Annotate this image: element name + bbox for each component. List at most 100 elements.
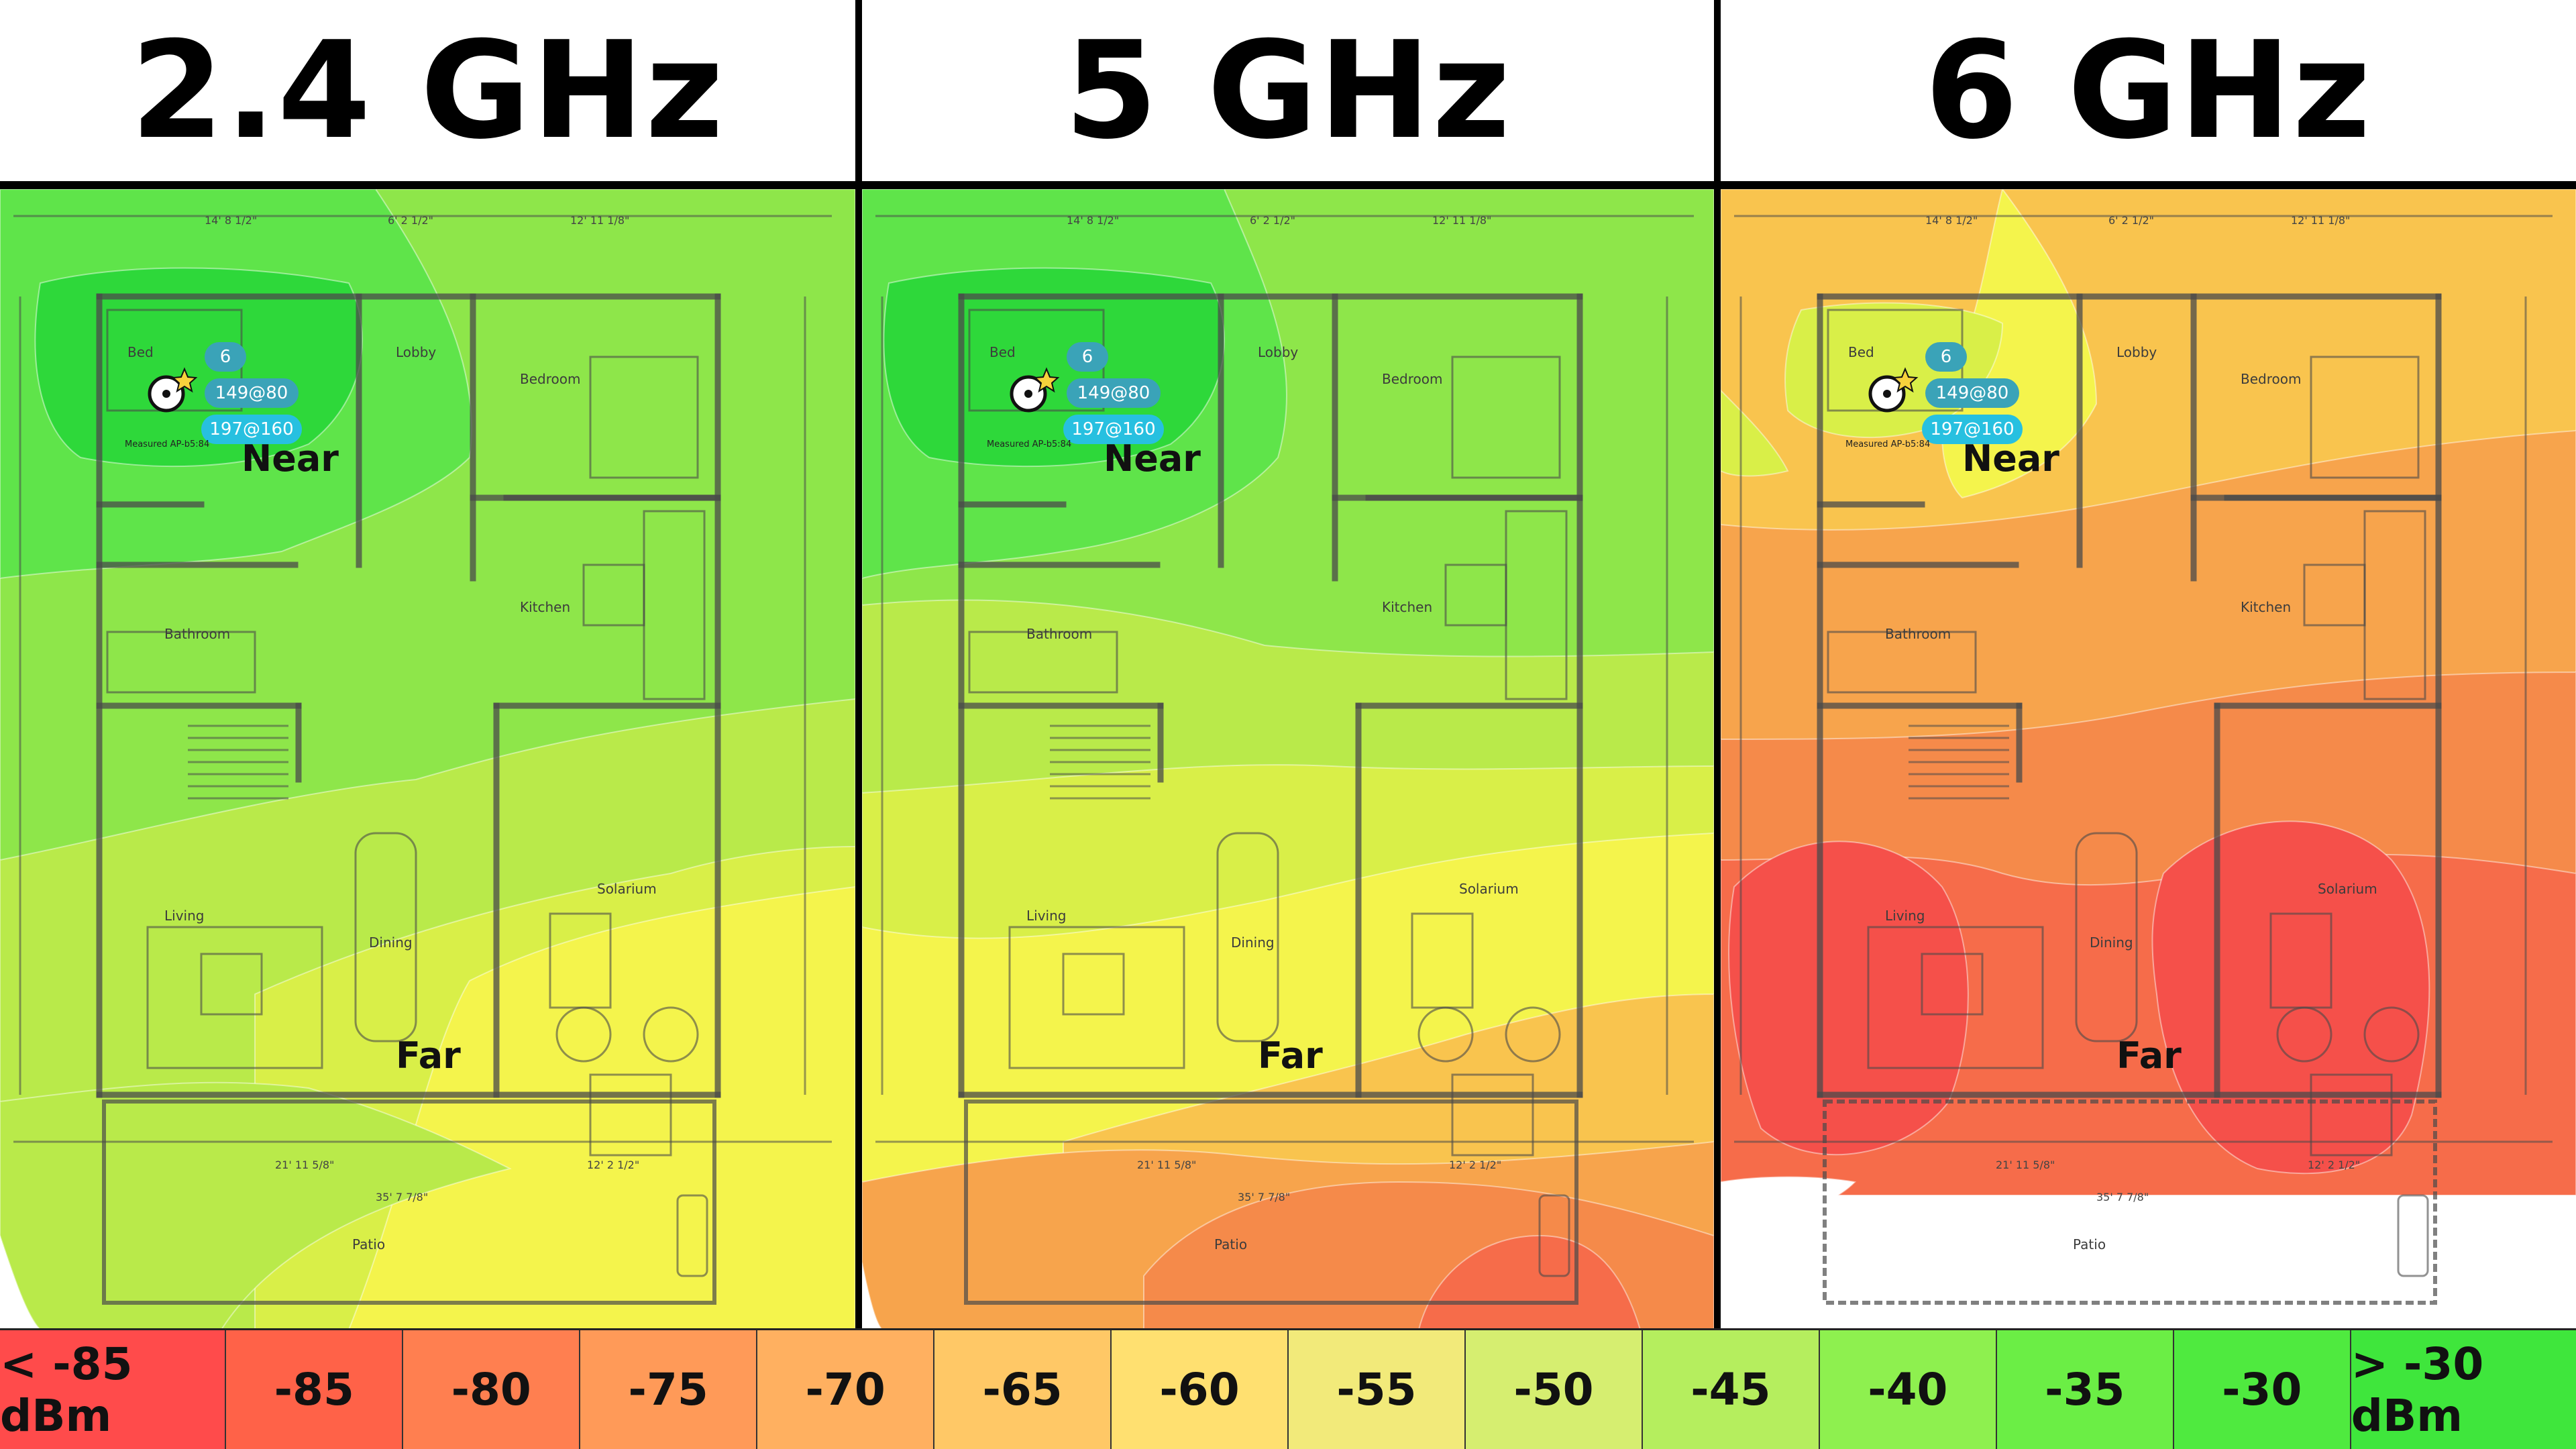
sofa bbox=[1008, 926, 1185, 1069]
ap-caption: Measured AP-b5:84 bbox=[987, 439, 1071, 449]
heatmap-svg: Bed Lobby Bedroom Bathroom Kitchen Living Dini… bbox=[862, 189, 1714, 1328]
dimension-label: 12' 11 1/8" bbox=[1432, 214, 1491, 227]
ap-badge-text: 6 bbox=[1082, 347, 1093, 367]
dimension-label: 12' 2 1/2" bbox=[1449, 1159, 1501, 1171]
near-label: Near bbox=[1962, 437, 2059, 480]
floor-plan: Bed Lobby Bedroom Bathroom Kitchen Living Dini… bbox=[1734, 214, 2553, 1305]
coffee-table bbox=[200, 953, 263, 1016]
column-divider bbox=[855, 0, 862, 1328]
ap-badge bbox=[1925, 378, 2019, 408]
heatmap-svg: Bed Lobby Bedroom Bathroom Kitchen Living Dini… bbox=[0, 189, 855, 1328]
bed-furniture bbox=[2310, 356, 2420, 479]
room-label: Lobby bbox=[1258, 344, 1298, 360]
panel-title: 6 GHz bbox=[1925, 12, 2372, 169]
dimension-label: 12' 11 1/8" bbox=[2291, 214, 2350, 227]
signal-legend: < -85 dBm -85 -80 -75 -70 -65 -60 -55 -50 -45 -40-… bbox=[0, 1328, 2576, 1449]
far-label: Far bbox=[1258, 1034, 1323, 1077]
heat-zones bbox=[1721, 189, 2576, 1328]
ap-badge-text: 197@160 bbox=[209, 419, 293, 439]
ap-badge-text: 149@80 bbox=[1077, 383, 1150, 403]
room-label: Kitchen bbox=[1382, 599, 1432, 615]
room-label: Bedroom bbox=[1382, 371, 1442, 387]
room-label: Lobby bbox=[396, 344, 436, 360]
legend-cell: -50 bbox=[1465, 1330, 1643, 1449]
dimension-label: 6' 2 1/2" bbox=[2108, 214, 2154, 227]
ap-badge bbox=[201, 415, 302, 444]
patio-deck bbox=[964, 1099, 1578, 1305]
room-label: Bed bbox=[127, 344, 154, 360]
bench bbox=[1538, 1194, 1570, 1277]
room-label: Living bbox=[1026, 908, 1066, 924]
ap-badge bbox=[205, 378, 299, 408]
chair bbox=[2276, 1006, 2332, 1063]
dimension-label: 35' 7 7/8" bbox=[1238, 1191, 1290, 1203]
legend-cell: -65 bbox=[934, 1330, 1112, 1449]
ap-badge-text: 149@80 bbox=[215, 383, 288, 403]
header-6ghz: 6 GHz bbox=[1721, 0, 2576, 181]
bathtub bbox=[1827, 631, 1977, 694]
bench bbox=[676, 1194, 708, 1277]
room-label: Solarium bbox=[1459, 881, 1519, 897]
floor-plan: Bed Lobby Bedroom Bathroom Kitchen Living Dini… bbox=[875, 214, 1694, 1305]
room-label: Bathroom bbox=[164, 626, 230, 642]
ap-badge bbox=[1922, 415, 2023, 444]
room-label: Dining bbox=[369, 934, 413, 951]
legend-cell: > -30 dBm bbox=[2351, 1330, 2576, 1449]
heat-zone bbox=[348, 885, 855, 1328]
dimension-label: 14' 8 1/2" bbox=[205, 214, 257, 227]
legend-cell: -75 bbox=[580, 1330, 758, 1449]
dimension-label: 21' 11 5/8" bbox=[1137, 1159, 1196, 1171]
legend-cell: -35 bbox=[1996, 1330, 2174, 1449]
heat-zone bbox=[1721, 389, 1789, 477]
dimension-label: 21' 11 5/8" bbox=[1996, 1159, 2055, 1171]
room-label: Dining bbox=[1231, 934, 1275, 951]
room-label: Patio bbox=[352, 1236, 385, 1252]
chair bbox=[555, 1006, 612, 1063]
kitchen-island bbox=[582, 564, 645, 627]
heat-zones bbox=[0, 189, 855, 1328]
dimension-label: 12' 2 1/2" bbox=[587, 1159, 639, 1171]
dimension-label: 12' 11 1/8" bbox=[570, 214, 629, 227]
kitchen-island bbox=[1444, 564, 1507, 627]
legend-cell: -80 bbox=[403, 1330, 581, 1449]
sofa bbox=[146, 926, 323, 1069]
room-label: Kitchen bbox=[2241, 599, 2291, 615]
chair bbox=[2363, 1006, 2420, 1063]
room-label: Patio bbox=[2073, 1236, 2106, 1252]
legend-cell: -30 bbox=[2174, 1330, 2351, 1449]
access-point-icon-dot bbox=[1883, 390, 1891, 398]
ap-badge-text: 6 bbox=[220, 347, 231, 367]
bed-furniture bbox=[589, 356, 699, 479]
heat-zone bbox=[1721, 1195, 2576, 1328]
legend-cell: -45 bbox=[1642, 1330, 1820, 1449]
patio-deck bbox=[1823, 1099, 2437, 1305]
ap-badge-text: 149@80 bbox=[1936, 383, 2009, 403]
bathtub bbox=[106, 631, 256, 694]
legend-cell: -60 bbox=[1112, 1330, 1289, 1449]
room-label: Bathroom bbox=[1026, 626, 1092, 642]
dimension-label: 21' 11 5/8" bbox=[275, 1159, 334, 1171]
ap-badge bbox=[1925, 342, 1967, 372]
coffee-table bbox=[1921, 953, 1984, 1016]
panel-title: 2.4 GHz bbox=[130, 12, 725, 169]
ap-badge bbox=[1067, 342, 1108, 372]
room-label: Solarium bbox=[2318, 881, 2377, 897]
ap-caption: Measured AP-b5:84 bbox=[125, 439, 209, 449]
bench bbox=[2397, 1194, 2429, 1277]
star-icon bbox=[1892, 367, 1919, 393]
floor-plan: Bed Lobby Bedroom Bathroom Kitchen Living Dini… bbox=[13, 214, 832, 1305]
room-label: Bathroom bbox=[1885, 626, 1951, 642]
solarium-furniture bbox=[589, 1073, 672, 1157]
panel-title: 5 GHz bbox=[1064, 12, 1512, 169]
ap-badge bbox=[1067, 378, 1161, 408]
patio-deck bbox=[102, 1099, 716, 1305]
room-label: Dining bbox=[2090, 934, 2133, 951]
room-label: Bed bbox=[989, 344, 1016, 360]
dimension-label: 35' 7 7/8" bbox=[2096, 1191, 2149, 1203]
chair bbox=[1505, 1006, 1561, 1063]
room-label: Bedroom bbox=[520, 371, 580, 387]
ap-badge-text: 6 bbox=[1941, 347, 1952, 367]
ap-badge-text: 197@160 bbox=[1071, 419, 1155, 439]
chair bbox=[643, 1006, 699, 1063]
header-5ghz: 5 GHz bbox=[862, 0, 1714, 181]
